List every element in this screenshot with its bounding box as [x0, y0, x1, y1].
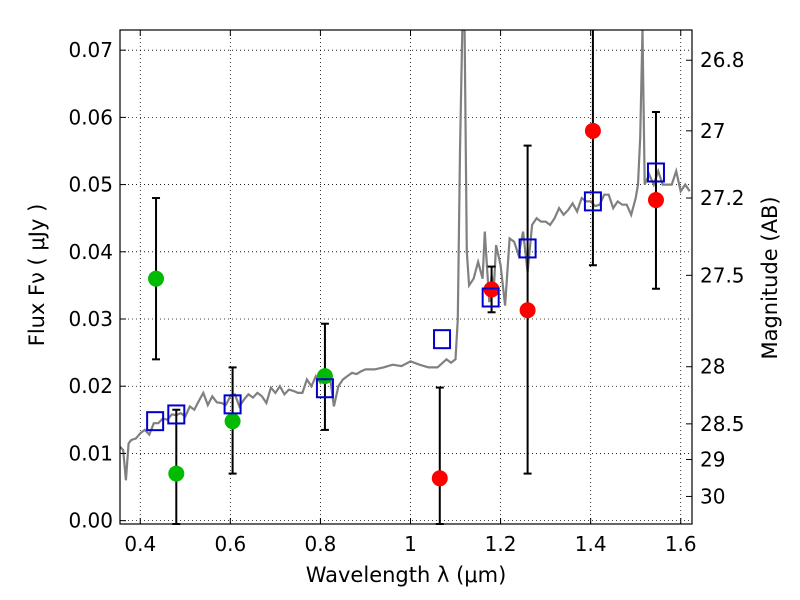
mag-tick-label: 30: [700, 484, 725, 508]
green-detections-point: [224, 413, 241, 430]
y-tick-label: 0.00: [68, 509, 113, 533]
mag-tick-label: 27.5: [700, 263, 745, 287]
y-axis-label: Flux Fν ( μJy ): [25, 204, 49, 347]
model-photometry-point: [223, 394, 242, 415]
y-tick-label: 0.04: [68, 240, 113, 264]
x-tick-label: 0.8: [305, 532, 337, 556]
y2-axis-label: Magnitude (AB): [758, 196, 782, 359]
model-photometry-point: [518, 238, 537, 259]
markers: [146, 122, 665, 487]
red-detections-point: [584, 122, 601, 139]
x-axis-label: Wavelength λ (μm): [306, 563, 507, 587]
plot-frame: [119, 29, 693, 525]
green-detections-point: [168, 465, 185, 482]
grid: [120, 30, 692, 524]
red-detections-point: [519, 302, 536, 319]
mag-tick-label: 28.5: [700, 412, 745, 436]
model-photometry-point: [146, 411, 165, 432]
red-detections-point: [431, 470, 448, 487]
x-tick-label: 0.4: [124, 532, 156, 556]
sed-line: [120, 30, 691, 481]
x-tick-label: 1.6: [665, 532, 697, 556]
mag-tick-label: 26.8: [700, 48, 745, 72]
y-tick-label: 0.06: [68, 105, 113, 129]
x-tick-label: 1.2: [485, 532, 517, 556]
mag-tick-label: 29: [700, 447, 725, 471]
model-photometry-point: [433, 329, 452, 350]
mag-tick-label: 27: [700, 119, 725, 143]
x-tick-label: 0.6: [214, 532, 246, 556]
green-detections-point: [316, 368, 333, 385]
red-detections-point: [647, 192, 664, 209]
sed-layer: [120, 30, 691, 481]
ticks: 0.4 0.6 0.8 1 1.2 1.4 1.6 0.00 0.01 0.02 0.03 0.04 0…: [68, 30, 745, 556]
model-photometry-point: [481, 287, 500, 308]
x-tick-label: 1.4: [575, 532, 607, 556]
y-tick-label: 0.07: [68, 38, 113, 62]
model-photometry-point: [583, 191, 602, 212]
model-photometry-point: [315, 378, 334, 399]
y-tick-label: 0.01: [68, 441, 113, 465]
green-detections-point: [148, 270, 165, 287]
y-tick-label: 0.03: [68, 307, 113, 331]
x-tick-label: 1: [404, 532, 417, 556]
y-tick-label: 0.05: [68, 173, 113, 197]
mag-tick-label: 28: [700, 355, 725, 379]
model-photometry-point: [167, 404, 186, 425]
model-photometry-point: [646, 162, 665, 183]
y-tick-label: 0.02: [68, 374, 113, 398]
mag-tick-label: 27.2: [700, 186, 745, 210]
